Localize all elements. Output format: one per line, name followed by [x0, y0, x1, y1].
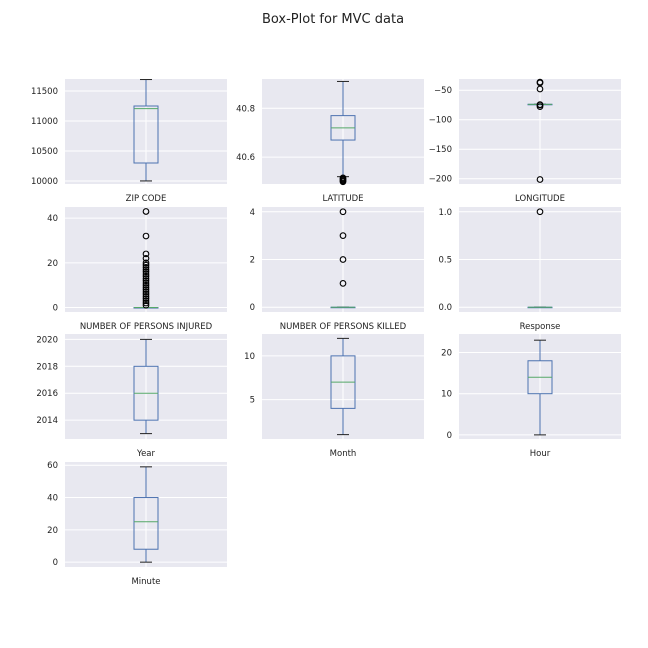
outlier-point — [142, 293, 150, 300]
outlier-point — [142, 259, 150, 267]
subplot-5: 0 2 4 NUMBER OF PERSONS KILLED — [250, 207, 424, 332]
y-tick-label: 20 — [441, 349, 452, 359]
y-tick-label: 11500 — [31, 87, 58, 97]
subplot-9: 0 10 20 Hour — [441, 334, 621, 459]
outlier-point — [142, 301, 150, 309]
y-tick-label: 40 — [47, 214, 58, 224]
y-tick-label: 0 — [53, 304, 58, 314]
x-axis-label: LATITUDE — [322, 194, 363, 204]
y-tick-label: −50 — [434, 86, 452, 96]
y-tick-label: 2 — [250, 256, 255, 266]
y-tick-label: 0 — [447, 431, 452, 441]
outlier-point — [536, 78, 544, 86]
outlier-point — [339, 208, 347, 216]
outlier-point — [142, 270, 150, 278]
outlier-point — [142, 268, 150, 276]
outlier-point — [536, 176, 544, 183]
subplot-7: 2014 2016 2018 2020 Year — [36, 334, 227, 459]
y-tick-label: 5 — [250, 396, 255, 406]
y-tick-label: −100 — [429, 116, 452, 126]
box — [133, 497, 159, 550]
x-axis-label: Response — [520, 322, 561, 332]
outlier-point — [142, 288, 150, 296]
x-axis-label: Month — [330, 449, 357, 459]
x-axis-label: Minute — [131, 577, 160, 587]
outlier-point — [339, 256, 347, 263]
y-tick-label: 2016 — [36, 389, 58, 399]
outlier-point — [536, 101, 544, 108]
box — [133, 105, 159, 164]
y-tick-label: 10500 — [31, 147, 58, 157]
outlier-point — [142, 255, 150, 262]
y-tick-label: 0 — [250, 303, 255, 313]
outlier-point — [142, 286, 150, 294]
subplot-6: 0.0 0.5 1.0 Response — [438, 207, 621, 332]
y-tick-label: 11000 — [31, 117, 58, 127]
figure-title: Box-Plot for MVC data — [262, 12, 404, 27]
outlier-point — [142, 284, 150, 291]
outlier-point — [536, 208, 544, 216]
outlier-point — [142, 279, 150, 287]
y-tick-label: −200 — [429, 175, 452, 185]
y-tick-label: 20 — [47, 259, 58, 269]
x-axis-label: NUMBER OF PERSONS INJURED — [80, 322, 213, 332]
y-tick-label: 4 — [250, 208, 255, 218]
outlier-point — [142, 299, 150, 307]
subplot-4: 0 20 40 NUMBER OF PERSONS INJURED — [47, 207, 227, 332]
subplot-1: 10000 10500 11000 11500 ZIP CODE — [31, 79, 227, 204]
outlier-point — [339, 280, 347, 287]
x-axis-label: NUMBER OF PERSONS KILLED — [280, 322, 407, 332]
outlier-point — [142, 272, 150, 280]
outlier-point — [142, 290, 150, 298]
y-tick-label: −150 — [429, 145, 452, 155]
outlier-point — [536, 85, 544, 93]
outlier-point — [142, 261, 150, 269]
subplot-2: 40.6 40.8 LATITUDE — [236, 79, 424, 204]
outlier-point — [339, 232, 347, 239]
y-tick-label: 2020 — [36, 335, 58, 345]
outlier-point — [142, 275, 150, 282]
y-tick-label: 2014 — [36, 416, 58, 426]
subplot-3: −200 −150 −100 −50 LONGITUDE — [429, 78, 621, 204]
outlier-point — [142, 208, 150, 215]
y-tick-label: 10 — [244, 352, 255, 362]
y-tick-label: 40.8 — [236, 104, 255, 114]
outlier-point — [142, 281, 150, 289]
y-tick-label: 40 — [47, 494, 58, 504]
y-tick-label: 20 — [47, 526, 58, 536]
x-axis-label: Year — [136, 449, 156, 459]
outlier-point — [142, 277, 150, 285]
y-tick-label: 2018 — [36, 362, 58, 372]
outlier-point — [339, 174, 347, 182]
outlier-point — [142, 263, 150, 271]
y-tick-label: 60 — [47, 461, 58, 471]
outlier-point — [142, 250, 150, 258]
outlier-point — [142, 297, 150, 305]
x-axis-label: Hour — [530, 449, 551, 459]
subplot-8: 5 10 Month — [244, 334, 424, 459]
x-axis-label: ZIP CODE — [126, 194, 167, 204]
y-tick-label: 0 — [53, 558, 58, 568]
y-tick-label: 10 — [441, 390, 452, 400]
y-tick-label: 1.0 — [438, 208, 452, 218]
outlier-point — [142, 232, 150, 240]
outlier-point — [142, 266, 150, 273]
x-axis-label: LONGITUDE — [515, 194, 565, 204]
subplot-10: 0 20 40 60 Minute — [47, 461, 227, 587]
y-tick-label: 40.6 — [236, 153, 255, 163]
y-tick-label: 10000 — [31, 177, 58, 187]
y-tick-label: 0.0 — [438, 303, 452, 313]
y-tick-label: 0.5 — [438, 256, 452, 266]
outlier-point — [142, 295, 150, 302]
